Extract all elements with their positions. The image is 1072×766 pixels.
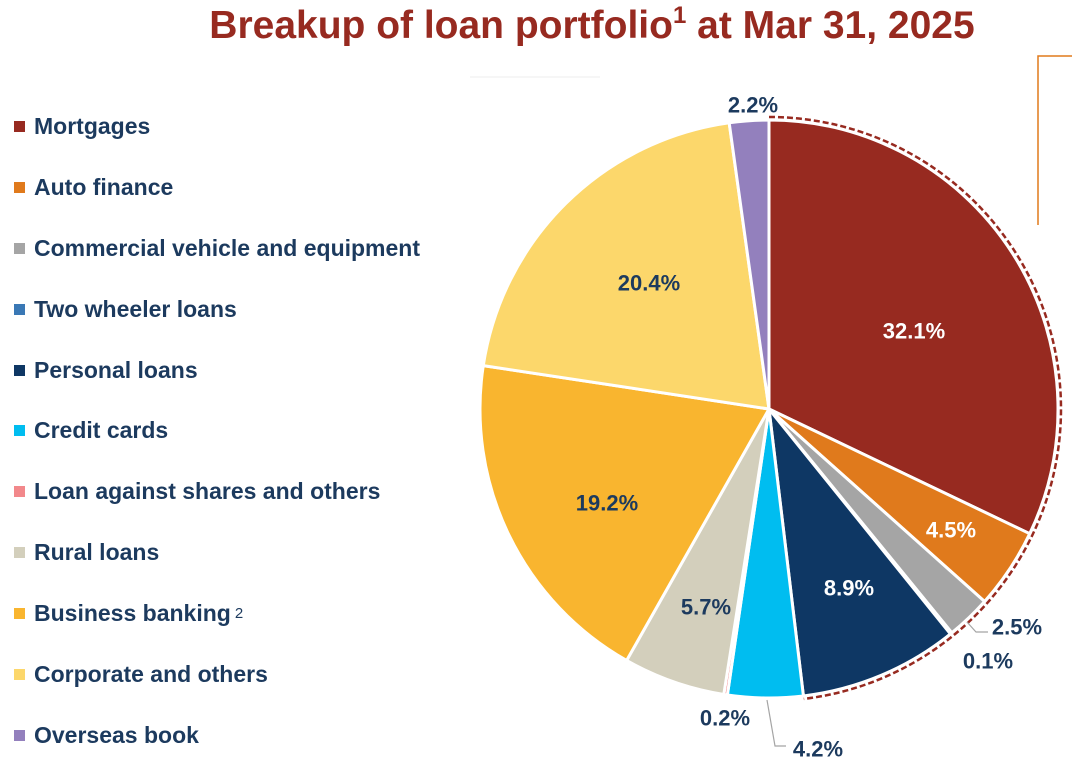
legend-label: Personal loans [34, 356, 198, 383]
chart-title: Breakup of loan portfolio1 at Mar 31, 20… [0, 4, 1072, 48]
legend-label: Corporate and others [34, 660, 268, 687]
title-superscript: 1 [672, 2, 687, 29]
legend-swatch [14, 425, 25, 437]
legend-label: Two wheeler loans [34, 295, 237, 322]
data-label-two-wheeler-loans: 0.1% [963, 649, 1013, 674]
chart-title-text: Breakup of loan portfolio1 at Mar 31, 20… [209, 2, 975, 48]
legend-item-two-wheeler-loans: Two wheeler loans [14, 279, 420, 340]
pie-slices [478, 118, 1060, 700]
legend-item-commercial-vehicle-and-equipment: Commercial vehicle and equipment [14, 218, 420, 279]
legend-label: Mortgages [34, 112, 151, 139]
legend-swatch [14, 303, 25, 315]
data-label-corporate-and-others: 20.4% [618, 271, 680, 296]
pie-slice-corporate-and-others [481, 121, 771, 411]
legend-swatch [14, 547, 25, 559]
data-label-personal-loans: 8.9% [824, 576, 874, 601]
legend-swatch [14, 668, 25, 680]
legend-label: Loan against shares and others [34, 478, 381, 505]
leader-line-commercial-vehicle-and-equipment [966, 621, 988, 633]
chart-legend: Mortgages Auto finance Commercial vehicle … [14, 96, 420, 766]
pie-slice-overseas-book [727, 118, 771, 411]
legend-label: Business banking [34, 600, 231, 627]
legend-swatch [14, 242, 25, 254]
legend-item-auto-finance: Auto finance [14, 157, 420, 218]
data-label-loan-against-shares-and-others: 0.2% [700, 706, 750, 731]
slice-labels: 32.1% 4.5% 2.5% 0.1% 8.9% 4.2% 0.2% 5.7% 19.2% 20… [576, 93, 1042, 762]
legend-label: Commercial vehicle and equipment [34, 234, 421, 261]
pie-slice-business-banking [478, 364, 771, 662]
legend-item-rural-loans: Rural loans [14, 522, 420, 583]
legend-item-mortgages: Mortgages [14, 96, 420, 157]
data-label-overseas-book: 2.2% [728, 93, 778, 118]
legend-item-personal-loans: Personal loans [14, 340, 420, 401]
title-main: Breakup of loan portfolio [209, 4, 673, 47]
legend-swatch [14, 364, 25, 376]
data-label-credit-cards: 4.2% [793, 737, 843, 762]
pie-slice-personal-loans [767, 407, 952, 698]
legend-item-credit-cards: Credit cards [14, 400, 420, 461]
data-label-mortgages: 32.1% [883, 319, 945, 344]
retail-highlight-arc [768, 115, 1063, 701]
legend-item-overseas-book: Overseas book [14, 705, 420, 766]
data-label-rural-loans: 5.7% [681, 595, 731, 620]
legend-label: Credit cards [34, 417, 169, 444]
pie-slice-mortgages [767, 118, 1060, 536]
leader-lines [766, 621, 988, 747]
legend-label: Overseas book [34, 721, 199, 748]
leader-line-credit-cards [766, 699, 786, 747]
legend-item-business-banking: Business banking 2 [14, 583, 420, 644]
legend-item-loan-against-shares-and-others: Loan against shares and others [14, 461, 420, 522]
title-suffix: at Mar 31, 2025 [686, 4, 975, 47]
legend-label: Auto finance [34, 173, 174, 200]
legend-swatch [14, 729, 25, 741]
data-label-commercial-vehicle-and-equipment: 2.5% [992, 615, 1042, 640]
legend-swatch [14, 486, 25, 498]
legend-item-corporate-and-others: Corporate and others [14, 644, 420, 705]
legend-swatch [14, 608, 25, 620]
legend-label: Rural loans [34, 539, 160, 566]
data-label-business-banking: 19.2% [576, 491, 638, 516]
legend-swatch [14, 120, 25, 132]
legend-swatch [14, 181, 25, 193]
data-label-auto-finance: 4.5% [926, 518, 976, 543]
callout-bracket [1037, 55, 1072, 225]
